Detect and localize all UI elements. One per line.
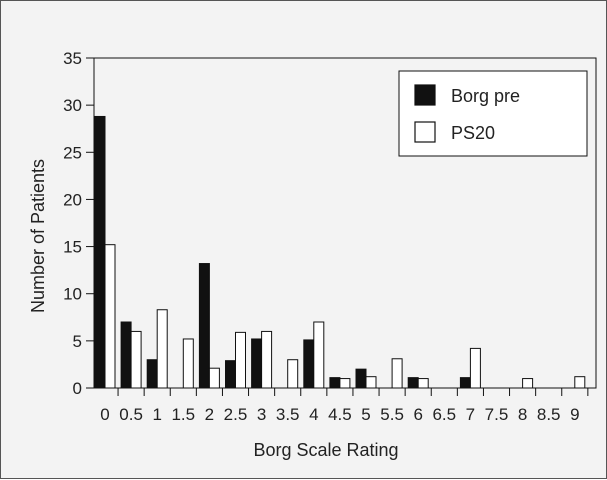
x-tick-label-4: 4 [309, 405, 318, 424]
legend: Borg pre PS20 [398, 70, 588, 157]
bar-borg-pre-6 [407, 377, 419, 389]
bar-ps20-4 [313, 321, 325, 389]
x-tick-label-8: 8 [518, 405, 527, 424]
x-tick-label-2.5: 2.5 [224, 405, 248, 424]
y-tick-label-10: 10 [63, 285, 82, 304]
bar-ps20-4.5 [339, 378, 351, 389]
y-tick-label-30: 30 [63, 96, 82, 115]
bar-ps20-5 [365, 376, 377, 389]
bar-ps20-8 [522, 378, 534, 389]
bar-borg-pre-1 [146, 359, 158, 389]
bar-ps20-3 [261, 330, 273, 389]
bar-ps20-9 [574, 376, 586, 389]
bar-borg-pre-5 [355, 368, 367, 389]
legend-swatch-borg-pre [414, 84, 436, 106]
bar-borg-pre-0.5 [120, 321, 132, 389]
bar-ps20-0 [104, 244, 116, 389]
bar-borg-pre-4 [303, 339, 315, 389]
plot-frame [93, 57, 597, 389]
axes-layer: 0 5 10 15 20 25 30 35 0 0.5 1 1.5 2 2.5 3 3.5 4 4.5 5 5.5 6 6… [63, 49, 597, 424]
x-tick-label-5.5: 5.5 [380, 405, 404, 424]
bar-ps20-1.5 [182, 338, 194, 389]
x-tick-label-1.5: 1.5 [171, 405, 195, 424]
y-axis-title: Number of Patients [28, 159, 48, 313]
bar-borg-pre-2.5 [225, 360, 236, 389]
x-tick-label-6.5: 6.5 [432, 405, 456, 424]
x-tick-label-3: 3 [257, 405, 266, 424]
bar-borg-pre-7 [459, 377, 471, 389]
bars-layer [94, 115, 586, 389]
x-tick-label-0.5: 0.5 [119, 405, 143, 424]
x-tick-label-4.5: 4.5 [328, 405, 352, 424]
bar-ps20-2 [208, 367, 220, 389]
bar-ps20-1 [156, 309, 168, 389]
bar-borg-pre-0 [94, 115, 106, 389]
legend-swatch-ps20 [414, 121, 436, 143]
x-tick-label-0: 0 [100, 405, 109, 424]
legend-label-ps20: PS20 [451, 123, 495, 143]
bar-ps20-5.5 [391, 358, 403, 389]
bar-borg-pre-4.5 [329, 377, 341, 389]
x-tick-label-7: 7 [466, 405, 475, 424]
x-tick-label-1: 1 [152, 405, 161, 424]
bar-ps20-2.5 [235, 331, 246, 389]
y-tick-label-20: 20 [63, 190, 82, 209]
y-tick-label-25: 25 [63, 143, 82, 162]
bar-borg-pre-2 [198, 263, 210, 389]
x-tick-label-3.5: 3.5 [276, 405, 300, 424]
x-tick-label-9: 9 [570, 405, 579, 424]
bar-ps20-6 [417, 378, 429, 389]
x-tick-label-8.5: 8.5 [537, 405, 561, 424]
x-tick-label-6: 6 [413, 405, 422, 424]
y-tick-label-0: 0 [73, 379, 82, 398]
legend-box [398, 70, 588, 157]
x-tick-label-7.5: 7.5 [485, 405, 509, 424]
y-tick-label-5: 5 [73, 332, 82, 351]
bar-ps20-0.5 [130, 330, 142, 389]
legend-label-borg-pre: Borg pre [451, 86, 520, 106]
bar-ps20-7 [469, 347, 481, 389]
x-tick-label-2: 2 [205, 405, 214, 424]
x-tick-label-5: 5 [361, 405, 370, 424]
x-axis-title: Borg Scale Rating [253, 440, 398, 460]
y-tick-label-35: 35 [63, 49, 82, 68]
bar-borg-pre-3 [251, 338, 263, 389]
y-tick-label-15: 15 [63, 238, 82, 257]
bar-ps20-3.5 [287, 359, 299, 389]
